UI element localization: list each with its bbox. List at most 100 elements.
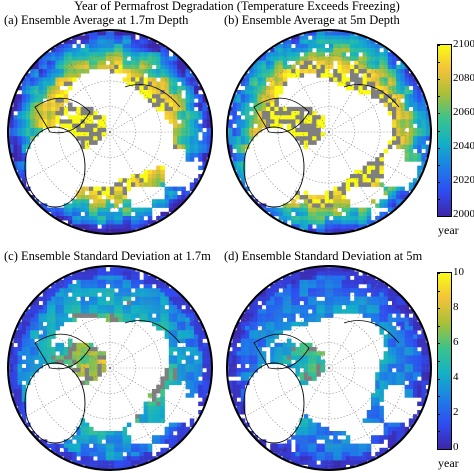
grid-cell [101,464,107,470]
grid-cell [291,456,296,461]
grid-cell [139,182,144,187]
grid-cell [105,288,111,293]
grid-cell [84,199,90,204]
grid-cell [392,190,397,196]
grid-cell [147,73,153,78]
grid-cell [110,39,115,45]
grid-cell [110,267,115,272]
grid-cell [97,136,102,141]
grid-cell [59,207,65,213]
grid-cell [295,119,300,124]
grid-cell [55,359,60,365]
grid-cell [270,48,275,53]
grid-cell [105,439,111,444]
grid-cell [295,127,300,133]
grid-cell [337,60,342,66]
grid-cell [392,123,397,129]
grid-cell [21,127,27,133]
siberia-coastline [124,84,181,108]
grid-cell [9,363,14,369]
latitude-circle [303,106,355,158]
grid-cell [345,48,351,53]
grid-cell [101,363,107,369]
grid-cell [118,64,123,70]
grid-cell [232,359,237,365]
grid-cell [42,296,48,302]
grid-cell [97,447,102,453]
grid-cell [110,460,115,465]
grid-cell [392,85,397,91]
grid-cell [324,456,330,461]
grid-cell [316,313,321,318]
grid-cell [366,211,372,217]
grid-cell [135,73,140,78]
grid-cell [396,368,401,373]
grid-cell [63,456,69,461]
grid-cell [101,305,107,310]
grid-cell [59,111,65,116]
grid-cell [194,132,199,137]
grid-cell [392,338,397,344]
grid-cell [89,48,94,53]
grid-cell [143,39,149,45]
grid-cell [156,284,161,289]
grid-cell [316,64,321,70]
map-border [7,29,213,235]
grid-cell [249,334,254,339]
grid-cell [114,313,119,318]
arctic-islands-coastline [253,97,310,134]
grid-cell [42,119,48,124]
grid-cell [417,102,422,108]
grid-cell [417,342,422,348]
grid-cell [126,422,132,428]
grid-cell [105,199,111,204]
grid-cell [156,418,161,423]
grid-cell [34,317,39,323]
grid-cell [152,182,157,187]
grid-cell [135,447,140,453]
grid-cell [417,380,422,386]
grid-cell [168,85,174,91]
grid-cell [413,77,418,82]
grid-cell [274,102,279,108]
grid-cell [266,115,271,120]
grid-cell [404,376,410,381]
grid-cell [379,174,384,179]
grid-cell [89,426,94,432]
grid-cell [21,115,27,120]
grid-cell [400,422,405,428]
grid-cell [345,447,351,453]
grid-cell [51,69,56,74]
grid-cell [270,338,275,344]
grid-cell [189,317,195,323]
grid-cell [316,73,321,78]
grid-cell [366,48,372,53]
grid-cell [173,359,178,365]
grid-cell [362,271,368,276]
grid-cell [17,132,23,137]
grid-cell [156,435,161,440]
grid-cell [189,389,195,394]
grid-cell [341,296,347,302]
grid-cell [308,435,313,440]
grid-cell [202,111,207,116]
grid-cell [72,52,77,57]
grid-cell [114,443,119,449]
grid-cell [68,300,73,306]
grid-cell [299,452,305,457]
grid-cell [76,52,81,57]
grid-cell [194,115,199,120]
grid-cell [299,456,305,461]
grid-cell [240,182,246,187]
grid-cell [341,439,347,444]
grid-cell [143,94,149,99]
grid-cell [156,305,161,310]
grid-cell [320,443,326,449]
grid-cell [143,401,149,407]
grid-cell [270,85,275,91]
grid-cell [413,414,418,419]
grid-cell [266,111,271,116]
grid-cell [316,119,321,124]
grid-cell [392,115,397,120]
grid-cell [404,90,410,95]
